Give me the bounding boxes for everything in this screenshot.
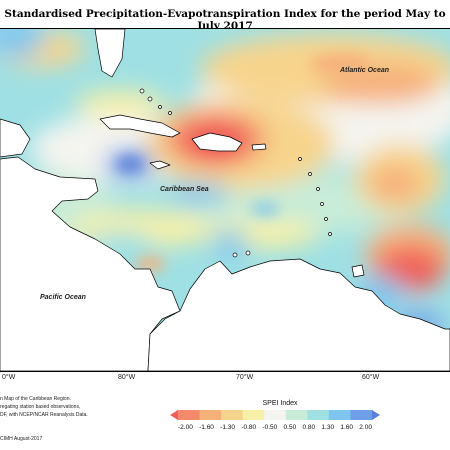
legend-label: 2.00 [359, 424, 372, 431]
legend-swatch [328, 410, 351, 420]
pacific-ocean-label: Pacific Ocean [40, 294, 86, 301]
legend-label: 0.50 [283, 424, 297, 431]
footnote-line-1: n Map of the Caribbean Region. [0, 396, 71, 402]
legend-swatch [372, 410, 380, 420]
footnote-line-2: regating station based observations, [0, 404, 81, 410]
legend-label: -1.30 [220, 424, 236, 431]
land-yucatan [0, 118, 31, 158]
legend-title: SPEI Index [262, 400, 298, 407]
legend-label: -0.80 [241, 424, 257, 431]
legend-labels: -2.00 -1.60 -1.30 -0.80 -0.50 0.50 0.80 … [178, 424, 372, 431]
legend-label: -0.50 [262, 424, 278, 431]
legend-swatch [221, 410, 244, 420]
land-jamaica [149, 160, 171, 170]
land-hispaniola [191, 132, 243, 152]
land-florida [94, 29, 126, 78]
legend-label: -1.60 [199, 424, 214, 431]
caribbean-sea-label: Caribbean Sea [160, 186, 209, 193]
legend-swatch [199, 410, 222, 420]
legend-label: 0.80 [302, 424, 316, 431]
legend-swatch [264, 410, 287, 420]
land-cuba [99, 114, 181, 138]
legend-label: -2.00 [178, 424, 193, 431]
legend-swatch [285, 410, 308, 420]
longitude-label-3: 70°W [236, 374, 254, 381]
longitude-label-1: 0°W [2, 374, 16, 381]
footnote-line-3: DF, with NCEP/NCAR Reanalysis Data. [0, 412, 88, 418]
spei-map: Atlantic Ocean Caribbean Sea Pacific Oce… [0, 28, 450, 372]
land-south-america [147, 258, 450, 371]
legend-label: 1.60 [340, 424, 354, 431]
land-masses [0, 29, 450, 371]
footnote-credit: CIMH August-2017 [0, 436, 43, 442]
atlantic-ocean-label: Atlantic Ocean [340, 67, 390, 74]
legend-swatch [170, 410, 178, 420]
legend-swatch [307, 410, 330, 420]
land-central-america [0, 156, 181, 371]
land-puerto-rico [251, 143, 267, 151]
legend-label: 1.30 [321, 424, 335, 431]
legend-color-bar [170, 410, 380, 420]
longitude-label-4: 60°W [362, 374, 380, 381]
longitude-label-2: 80°W [118, 374, 136, 381]
legend-swatch [350, 410, 373, 420]
legend-swatch [242, 410, 265, 420]
legend-swatch [178, 410, 201, 420]
spei-map-canvas [0, 29, 450, 371]
land-trinidad [351, 264, 365, 278]
